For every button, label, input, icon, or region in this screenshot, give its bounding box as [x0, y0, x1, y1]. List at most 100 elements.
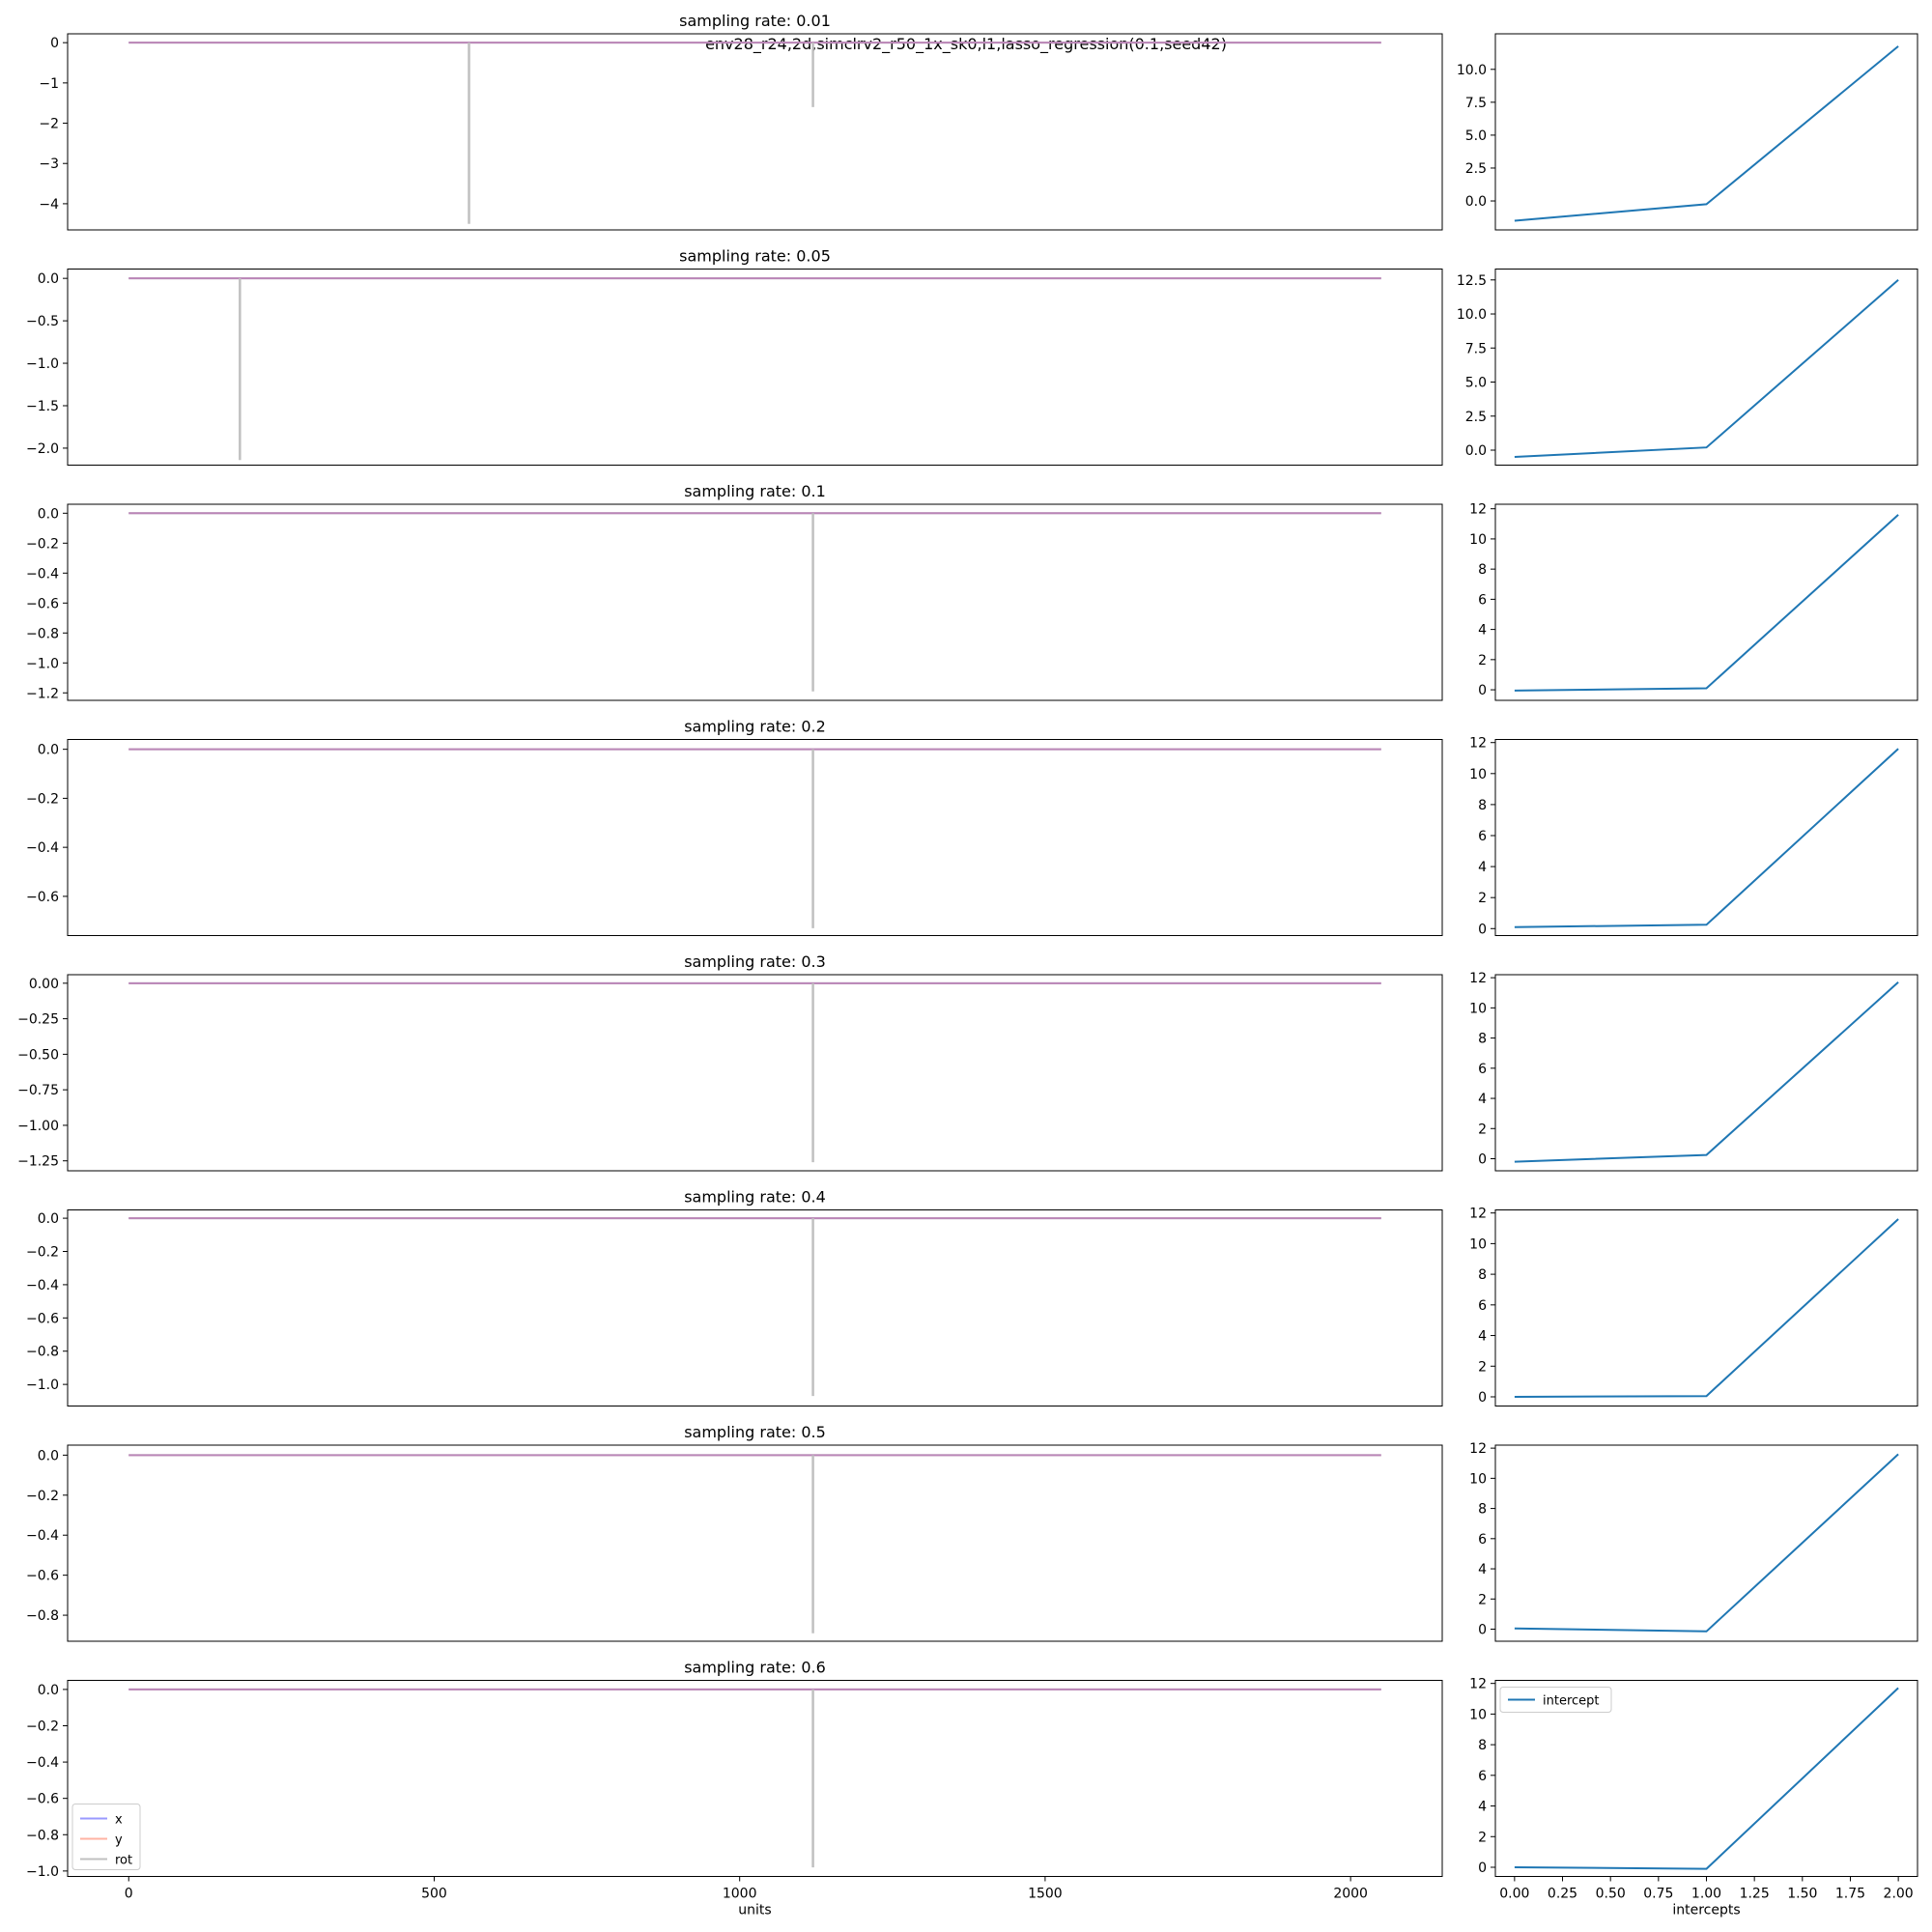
y-tick-label: 0	[50, 36, 59, 51]
panel-title: sampling rate: 0.01	[679, 12, 831, 30]
y-tick-label: 0.0	[38, 1211, 59, 1227]
panel-title: sampling rate: 0.2	[684, 718, 826, 736]
y-tick-label: −0.2	[26, 536, 59, 552]
x-tick-label: 0.75	[1643, 1887, 1673, 1902]
axes-frame	[1494, 1209, 1918, 1406]
y-tick-label: 12.5	[1457, 273, 1487, 289]
panel-title: sampling rate: 0.5	[684, 1423, 826, 1441]
y-tick-label: 0	[1478, 1152, 1487, 1168]
y-tick-label: 12	[1469, 736, 1487, 752]
axes-frame	[67, 269, 1443, 466]
y-tick-label: −1.0	[26, 656, 59, 671]
axes-frame	[67, 739, 1443, 936]
x-tick-label: 0	[125, 1887, 133, 1902]
y-tick-label: −0.6	[26, 596, 59, 611]
x-axis-label: units	[738, 1903, 771, 1918]
y-tick-label: 2	[1478, 1359, 1487, 1375]
y-tick-label: 12	[1469, 1441, 1487, 1457]
y-tick-label: 10	[1469, 1707, 1487, 1722]
legend-label-y: y	[115, 1833, 123, 1848]
y-tick-label: 10	[1469, 532, 1487, 548]
right-panel-4: 0 2 4 6 8 10 12	[1469, 736, 1918, 937]
series-intercept-line	[1514, 1687, 1899, 1870]
series-intercept-line	[1514, 1218, 1899, 1398]
y-tick-label: −0.6	[26, 1569, 59, 1584]
legend-box	[71, 1804, 141, 1870]
y-tick-label: 0.0	[38, 1448, 59, 1463]
y-tick-label: 10	[1469, 1236, 1487, 1252]
y-tick-label: 12	[1469, 971, 1487, 986]
y-tick-label: −0.8	[26, 1608, 59, 1624]
y-tick-label: 0.00	[29, 977, 59, 992]
y-tick-label: 0	[1478, 1861, 1487, 1876]
x-tick-label: 0.50	[1596, 1887, 1626, 1902]
y-tick-label: 2	[1478, 891, 1487, 906]
y-tick-label: −0.6	[26, 1792, 59, 1807]
right-panel-8: 0 2 4 6 8 10 12 0.00 0.25 0.50 0.75 1.00 1.25 1.50 1.7…	[1469, 1677, 1918, 1918]
y-tick-label: −3	[39, 156, 59, 172]
left-panel-6: sampling rate: 0.4 0.0 −0.2 −0.4 −0.6 −0.8 −1.…	[26, 1188, 1443, 1406]
series-intercept-line	[1514, 514, 1899, 692]
x-tick-label: 1.75	[1835, 1887, 1865, 1902]
y-tick-label: 12	[1469, 502, 1487, 518]
y-tick-label: 0.0	[38, 506, 59, 522]
axes-frame	[67, 33, 1443, 231]
left-panel-3: sampling rate: 0.1 0.0 −0.2 −0.4 −0.6 −0.8 −1.…	[26, 482, 1443, 701]
y-tick-label: 10	[1469, 767, 1487, 782]
y-tick-label: 12	[1469, 1207, 1487, 1222]
y-tick-label: −2.0	[26, 441, 59, 457]
y-tick-label: −0.2	[26, 1245, 59, 1261]
y-tick-label: 4	[1478, 1562, 1487, 1577]
right-panel-7: 0 2 4 6 8 10 12	[1469, 1441, 1918, 1642]
y-tick-label: −2	[39, 117, 59, 132]
right-panel-3: 0 2 4 6 8 10 12	[1469, 502, 1918, 701]
y-tick-label: 8	[1478, 562, 1487, 578]
y-tick-label: 6	[1478, 1769, 1487, 1784]
y-tick-label: 0	[1478, 1390, 1487, 1406]
y-tick-label: 0.0	[38, 743, 59, 758]
axes-frame	[67, 1209, 1443, 1406]
legend: intercept	[1499, 1687, 1612, 1713]
panel-title: sampling rate: 0.4	[684, 1188, 826, 1207]
y-tick-label: 2.5	[1465, 410, 1487, 425]
y-tick-label: −0.4	[26, 566, 59, 582]
x-tick-label: 500	[421, 1887, 447, 1902]
axes-frame	[67, 1444, 1443, 1642]
y-tick-label: 6	[1478, 1062, 1487, 1077]
y-tick-label: −0.2	[26, 791, 59, 807]
right-panel-1: 0.0 2.5 5.0 7.5 10.0	[1457, 33, 1918, 231]
x-tick-label: 0.25	[1548, 1887, 1577, 1902]
y-tick-label: −1.5	[26, 399, 59, 414]
y-tick-label: 4	[1478, 623, 1487, 639]
series-intercept-line	[1514, 1453, 1899, 1633]
y-tick-label: 5.0	[1465, 376, 1487, 391]
axes-frame	[1494, 974, 1918, 1172]
panel-title: sampling rate: 0.3	[684, 952, 826, 971]
y-tick-label: 8	[1478, 1738, 1487, 1753]
y-tick-label: 7.5	[1465, 341, 1487, 356]
y-tick-label: −0.8	[26, 626, 59, 641]
y-tick-label: −0.4	[26, 1755, 59, 1771]
y-tick-label: −0.8	[26, 1828, 59, 1843]
x-tick-label: 2000	[1333, 1887, 1368, 1902]
y-tick-label: 2	[1478, 1830, 1487, 1845]
legend: xy rot	[71, 1804, 141, 1870]
legend-label-x: x	[115, 1813, 123, 1828]
y-tick-label: 8	[1478, 1267, 1487, 1283]
y-tick-label: −4	[39, 197, 59, 213]
x-tick-label: 1000	[723, 1887, 757, 1902]
y-tick-label: 10	[1469, 1471, 1487, 1487]
y-tick-label: 2.5	[1465, 161, 1487, 177]
y-tick-label: 6	[1478, 1298, 1487, 1314]
panel-title: sampling rate: 0.05	[679, 247, 831, 266]
y-tick-label: 8	[1478, 798, 1487, 813]
y-tick-label: 8	[1478, 1032, 1487, 1047]
y-tick-label: 0.0	[1465, 443, 1487, 459]
y-tick-label: 8	[1478, 1502, 1487, 1518]
y-tick-label: −0.6	[26, 1311, 59, 1326]
figure-suptitle: env28_r24,2d,simclrv2_r50_1x_sk0,l1,lass…	[705, 35, 1227, 54]
y-tick-label: 0.0	[38, 271, 59, 287]
left-panel-7: sampling rate: 0.5 0.0 −0.2 −0.4 −0.6 −0.8	[26, 1423, 1443, 1642]
y-tick-label: 12	[1469, 1677, 1487, 1692]
